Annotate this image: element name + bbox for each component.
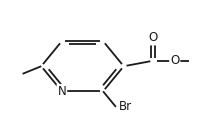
Text: N: N bbox=[57, 85, 66, 98]
Text: Br: Br bbox=[119, 100, 132, 113]
Text: O: O bbox=[149, 31, 158, 44]
Text: O: O bbox=[170, 54, 179, 67]
